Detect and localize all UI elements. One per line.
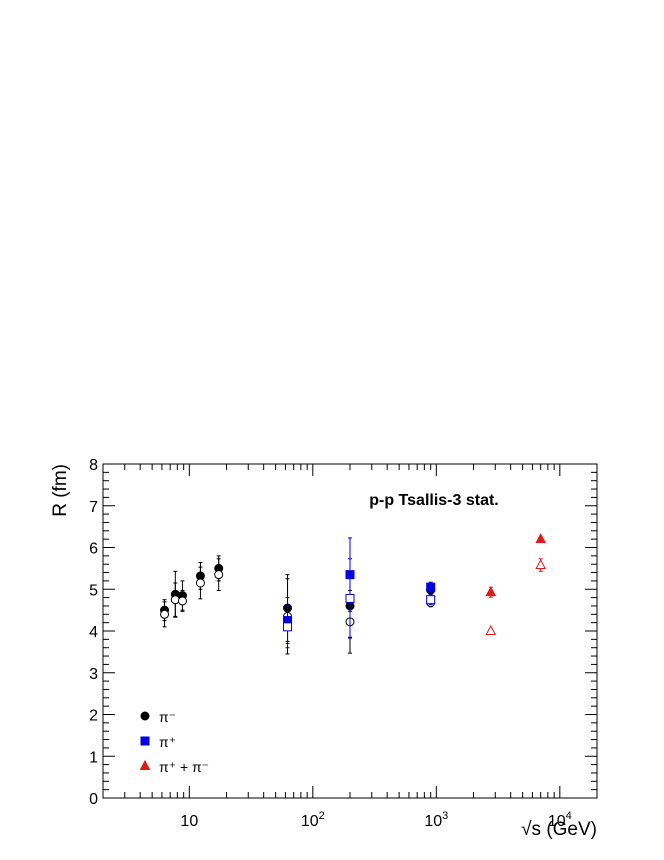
y-tick-label: 2: [89, 708, 98, 725]
y-tick-label: 6: [89, 541, 98, 558]
series-pip_open: [283, 558, 436, 649]
chart-title: p-p Tsallis-3 stat.: [369, 492, 499, 509]
legend-item: π⁻: [140, 709, 176, 725]
legend-label: π⁺ + π⁻: [159, 759, 209, 775]
legend-label: π⁺: [159, 734, 176, 750]
x-axis-label: √s (GeV): [521, 819, 597, 840]
legend: π⁻ π⁺ π⁺ + π⁻: [139, 709, 209, 775]
legend-marker: [139, 759, 151, 770]
data-point: [177, 596, 187, 606]
data-point: [535, 558, 547, 570]
data-point: [283, 622, 293, 632]
legend-label: π⁻: [159, 709, 176, 725]
data-point: [160, 609, 170, 619]
y-tick-label: 8: [89, 457, 98, 474]
y-tick-label: 0: [89, 791, 98, 808]
y-tick-label: 3: [89, 666, 98, 683]
y-tick-label: 7: [89, 499, 98, 516]
y-axis: 0 1 2 3 4 5 6 7 8: [89, 457, 597, 808]
y-tick-label: 5: [89, 582, 98, 599]
legend-item: π⁺: [140, 734, 176, 750]
data-point: [535, 533, 547, 544]
x-tick-label: 102: [301, 810, 325, 830]
data-point: [170, 595, 180, 605]
data-point: [345, 593, 355, 603]
y-axis-label: R (fm): [50, 464, 71, 517]
legend-marker: [140, 736, 150, 746]
data-point: [426, 582, 436, 592]
legend-item: π⁺ + π⁻: [139, 759, 209, 775]
legend-marker: [140, 711, 150, 721]
data-point: [485, 586, 497, 597]
x-tick-label: 104: [548, 810, 572, 830]
x-tick-label: 103: [424, 810, 448, 830]
y-tick-label: 1: [89, 749, 98, 766]
series-pip_closed: [283, 537, 436, 645]
data-point: [426, 595, 436, 605]
data-point: [485, 624, 497, 635]
series-sum_open: [485, 558, 547, 635]
data-point: [195, 578, 205, 588]
x-tick-label: 10: [180, 813, 198, 830]
series-sum_closed: [485, 533, 547, 598]
data-point: [214, 570, 224, 580]
x-axis: 10 102 103 104: [102, 464, 598, 830]
data-marks: [160, 533, 547, 655]
y-tick-label: 4: [89, 624, 98, 641]
